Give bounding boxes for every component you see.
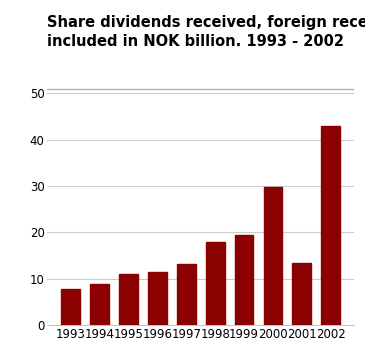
- Bar: [177, 264, 196, 325]
- Bar: [235, 235, 253, 325]
- Text: Share dividends received, foreign received dividend
included in NOK billion. 199: Share dividends received, foreign receiv…: [47, 15, 365, 49]
- Bar: [61, 289, 80, 325]
- Bar: [119, 274, 138, 325]
- Bar: [321, 126, 340, 325]
- Bar: [148, 272, 167, 325]
- Bar: [264, 187, 283, 325]
- Bar: [90, 284, 109, 325]
- Bar: [292, 263, 311, 325]
- Bar: [206, 242, 224, 325]
- Text: NOK billion: NOK billion: [47, 100, 112, 113]
